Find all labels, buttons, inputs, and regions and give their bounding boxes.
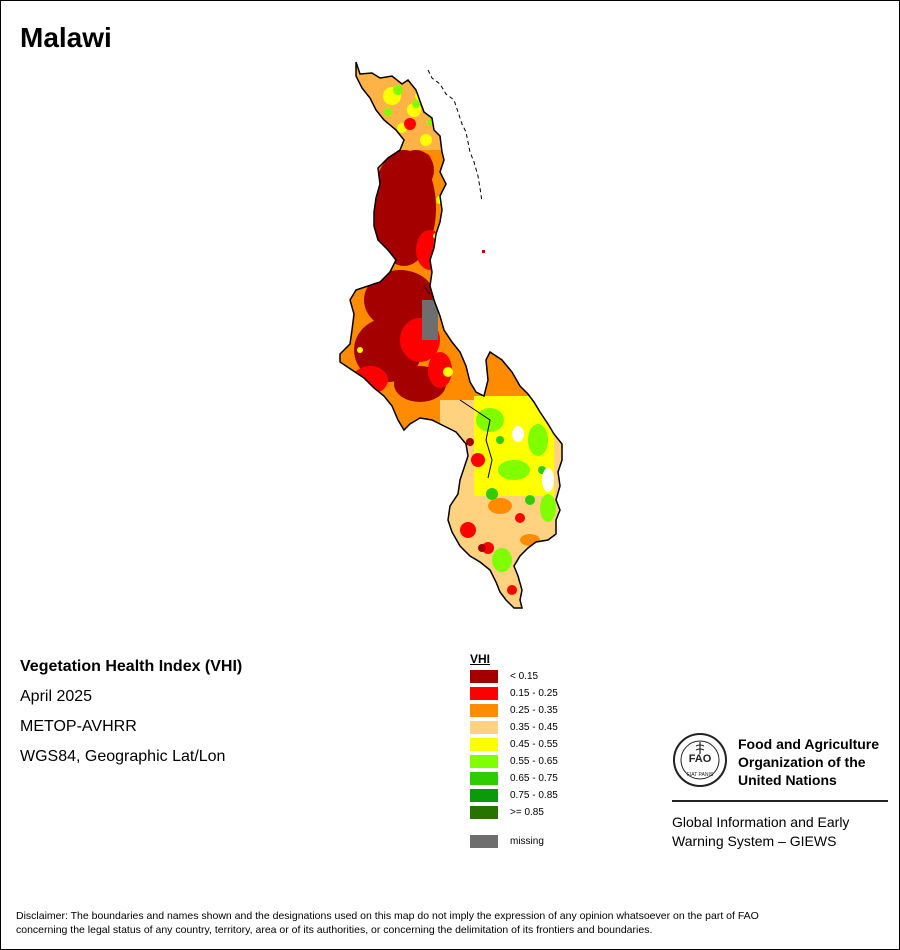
legend-label: 0.45 - 0.55 <box>510 739 558 750</box>
legend-label-missing: missing <box>510 836 544 847</box>
legend-item: 0.55 - 0.65 <box>470 753 558 770</box>
legend-item: 0.25 - 0.35 <box>470 702 558 719</box>
legend-swatch <box>470 755 498 768</box>
fao-logo-icon: FAO FIAT PANIS <box>673 733 727 787</box>
giews-line2: Warning System – GIEWS <box>672 833 837 849</box>
vhi-legend: VHI < 0.15 0.15 - 0.25 0.25 - 0.35 0.35 - 0… <box>470 652 558 850</box>
disclaimer: Disclaimer: The boundaries and names sho… <box>16 909 886 937</box>
legend-item-missing: missing <box>470 833 558 850</box>
legend-items: < 0.15 0.15 - 0.25 0.25 - 0.35 0.35 - 0.45 0… <box>470 668 558 821</box>
region-boundary <box>459 399 493 479</box>
legend-item: 0.75 - 0.85 <box>470 787 558 804</box>
legend-swatch <box>470 704 498 717</box>
giews-line1: Global Information and Early <box>672 814 850 830</box>
fao-name-line2: Organization of the <box>738 754 866 770</box>
legend-swatch <box>470 670 498 683</box>
fao-divider <box>672 800 888 802</box>
fao-logo-motto: FIAT PANIS <box>687 772 714 778</box>
legend-item: 0.65 - 0.75 <box>470 770 558 787</box>
region-boundary-north <box>423 285 431 295</box>
legend-item: 0.45 - 0.55 <box>470 736 558 753</box>
legend-label: 0.35 - 0.45 <box>510 722 558 733</box>
legend-swatch-missing <box>470 835 498 848</box>
legend-label: 0.55 - 0.65 <box>510 756 558 767</box>
legend-label: < 0.15 <box>510 671 539 682</box>
legend-swatch <box>470 772 498 785</box>
island-speck <box>482 250 485 253</box>
fao-name: Food and Agriculture Organization of the… <box>738 735 898 789</box>
disclaimer-line1: Disclaimer: The boundaries and names sho… <box>16 910 759 922</box>
legend-item: >= 0.85 <box>470 804 558 821</box>
product-name: Vegetation Health Index (VHI) <box>20 658 243 675</box>
legend-swatch <box>470 806 498 819</box>
legend-swatch <box>470 789 498 802</box>
legend-label: 0.15 - 0.25 <box>510 688 558 699</box>
fao-logo-text: FAO <box>689 753 712 765</box>
disclaimer-line2: concerning the legal status of any count… <box>16 924 653 936</box>
malawi-vhi-map <box>339 61 563 609</box>
legend-swatch <box>470 721 498 734</box>
sensor: METOP-AVHRR <box>20 718 137 735</box>
fao-name-line1: Food and Agriculture <box>738 736 880 752</box>
legend-label: >= 0.85 <box>510 807 544 818</box>
legend-title: VHI <box>470 652 491 666</box>
legend-label: 0.25 - 0.35 <box>510 705 558 716</box>
vhi-raster <box>340 62 562 608</box>
lake-shoreline <box>427 69 483 203</box>
legend-swatch <box>470 738 498 751</box>
fao-name-line3: United Nations <box>738 772 837 788</box>
legend-item: < 0.15 <box>470 668 558 685</box>
legend-label: 0.75 - 0.85 <box>510 790 558 801</box>
giews-name: Global Information and Early Warning Sys… <box>672 813 888 851</box>
legend-label: 0.65 - 0.75 <box>510 773 558 784</box>
legend-item: 0.35 - 0.45 <box>470 719 558 736</box>
map-title: Malawi <box>20 22 112 53</box>
period: April 2025 <box>20 688 93 705</box>
legend-item: 0.15 - 0.25 <box>470 685 558 702</box>
projection: WGS84, Geographic Lat/Lon <box>20 748 226 765</box>
legend-swatch <box>470 687 498 700</box>
